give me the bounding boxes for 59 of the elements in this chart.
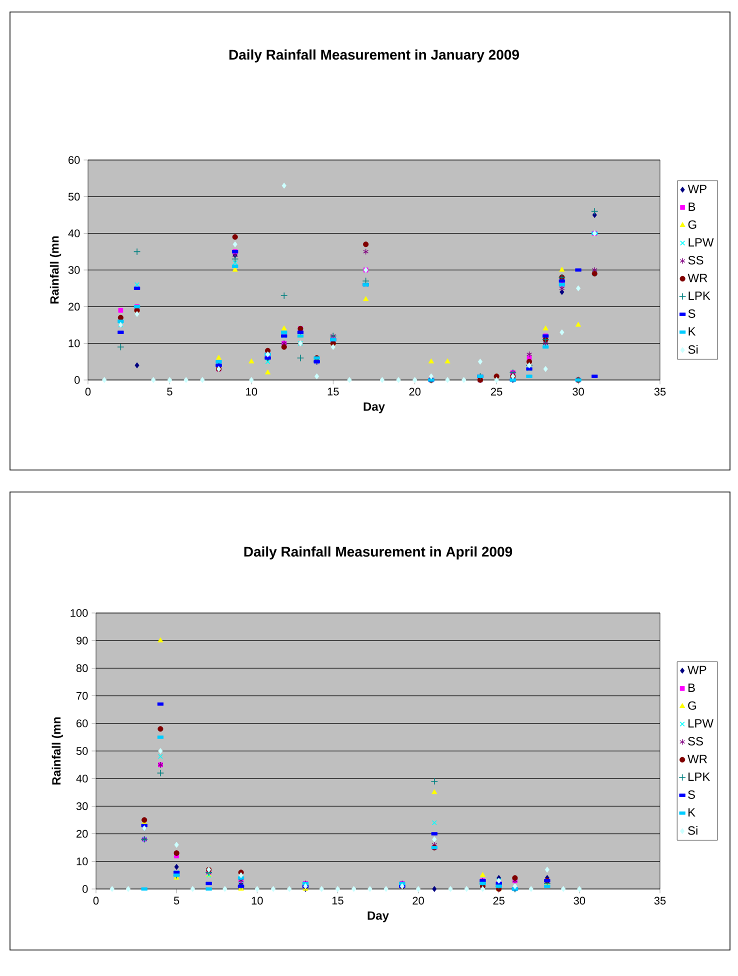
y-tick-label: 30: [68, 266, 80, 274]
x-axis-title: Day: [368, 911, 389, 922]
legend-label: G: [688, 701, 696, 710]
chart-title: Daily Rainfall Measurement in April 2009: [244, 546, 512, 560]
legend-label: WR: [688, 274, 708, 282]
y-tick-label: 0: [82, 885, 88, 893]
legend-label: LPW: [688, 238, 714, 246]
legend-label: SS: [688, 256, 704, 264]
chart-title: Daily Rainfall Measurement in January 2009: [229, 49, 519, 62]
x-axis-title: Day: [364, 402, 385, 414]
legend-label: S: [688, 790, 695, 799]
legend-label: Si: [688, 344, 698, 354]
x-tick-label: 20: [412, 896, 424, 905]
legend-label: LPK: [688, 772, 710, 781]
legend-label: B: [688, 202, 696, 211]
y-tick-label: 70: [76, 692, 88, 700]
y-tick-label: 50: [76, 747, 88, 755]
y-tick-label: 40: [76, 774, 88, 782]
y-tick-label: 80: [76, 664, 88, 672]
legend-label: S: [688, 309, 696, 318]
legend-label: K: [688, 808, 696, 816]
y-tick-label: 0: [74, 376, 80, 384]
y-axis-title: Rainfall (mn: [52, 717, 63, 785]
y-axis-title: Rainfall (mn: [50, 236, 62, 304]
legend-label: Si: [688, 826, 698, 835]
y-tick-label: 20: [68, 302, 80, 311]
y-tick-label: 60: [68, 156, 80, 164]
x-tick-label: 35: [654, 388, 666, 396]
y-tick-label: 30: [76, 802, 88, 810]
y-tick-label: 10: [76, 858, 88, 866]
x-tick-label: 15: [328, 388, 339, 396]
x-tick-label: 5: [174, 896, 180, 904]
x-tick-label: 30: [572, 388, 584, 396]
legend-label: B: [688, 684, 695, 692]
y-tick-label: 10: [68, 339, 80, 348]
y-tick-label: 20: [76, 830, 88, 838]
x-tick-label: 25: [493, 896, 504, 905]
x-tick-label: 0: [93, 896, 99, 905]
y-tick-label: 90: [76, 636, 88, 644]
x-tick-label: 30: [574, 896, 586, 905]
legend-label: SS: [688, 736, 703, 746]
x-tick-label: 15: [332, 896, 344, 904]
legend-label: LPW: [688, 719, 714, 728]
legend-label: WR: [688, 754, 707, 764]
x-tick-label: 20: [409, 388, 421, 396]
x-tick-label: 25: [491, 388, 502, 396]
legend-label: K: [688, 327, 696, 336]
legend-label: WP: [688, 184, 706, 194]
x-tick-label: 10: [252, 896, 263, 905]
legend-label: LPK: [688, 292, 710, 300]
y-tick-label: 100: [70, 609, 88, 617]
x-tick-label: 35: [654, 896, 666, 905]
y-tick-label: 50: [68, 192, 80, 201]
x-tick-label: 10: [246, 388, 258, 396]
y-tick-label: 60: [76, 720, 88, 728]
legend-label: WP: [688, 666, 706, 674]
x-tick-label: 5: [167, 388, 172, 396]
y-tick-label: 40: [68, 229, 80, 238]
legend-label: G: [688, 220, 696, 229]
